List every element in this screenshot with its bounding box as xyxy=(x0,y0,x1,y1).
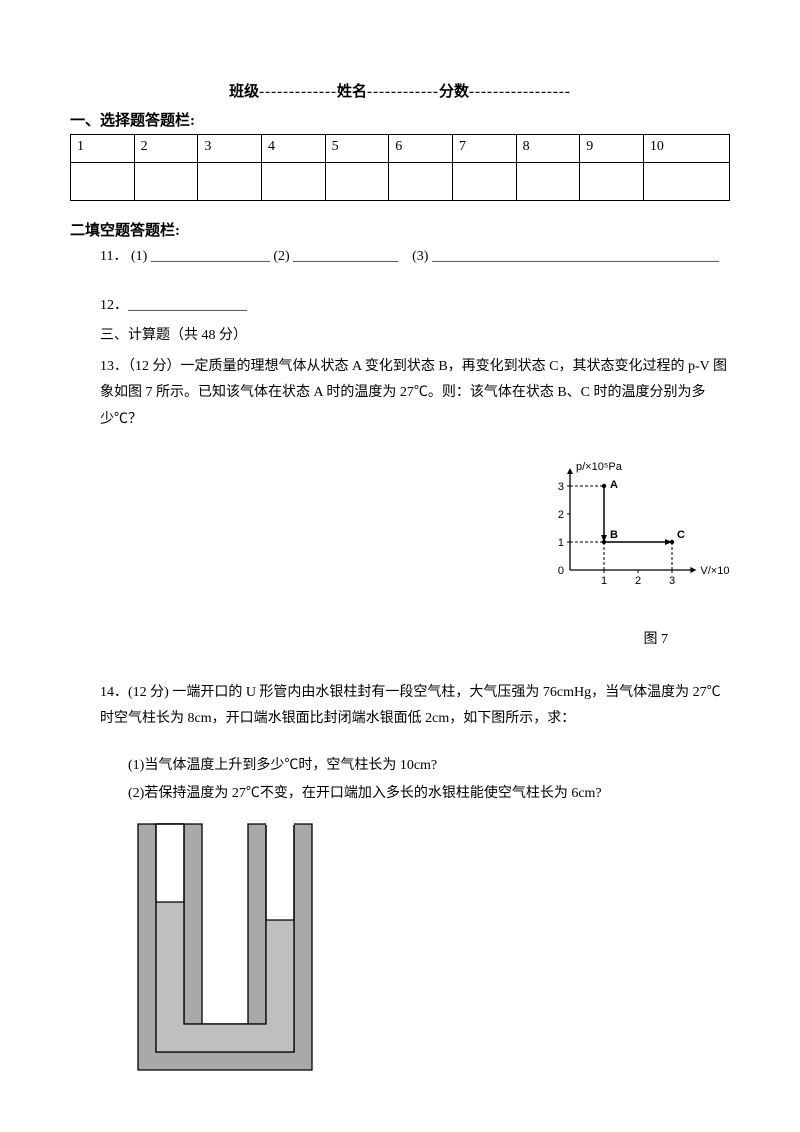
col-header: 6 xyxy=(389,135,453,163)
svg-text:3: 3 xyxy=(669,575,675,587)
score-label: 分数 xyxy=(439,84,469,100)
answer-table: 1 2 3 4 5 6 7 8 9 10 xyxy=(70,134,730,201)
q14-2: (2)若保持温度为 27℃不变，在开口端加入多长的水银柱能使空气柱长为 6cm? xyxy=(128,781,730,808)
col-header: 5 xyxy=(325,135,389,163)
q12-label: 12． xyxy=(100,298,128,313)
name-blank: ------------ xyxy=(367,84,439,100)
table-row: 1 2 3 4 5 6 7 8 9 10 xyxy=(71,135,730,163)
blank: _________________ xyxy=(128,298,247,313)
score-blank: ----------------- xyxy=(469,84,571,100)
svg-text:V/×10⁻³m³: V/×10⁻³m³ xyxy=(700,565,730,577)
header-line: 班级-------------姓名------------分数---------… xyxy=(70,80,730,101)
col-header: 1 xyxy=(71,135,135,163)
q11-p2: (2) xyxy=(273,249,289,264)
u-tube-diagram xyxy=(130,816,320,1078)
answer-cell xyxy=(261,163,325,201)
svg-text:2: 2 xyxy=(635,575,641,587)
name-label: 姓名 xyxy=(337,84,367,100)
q13-text: 13．（12 分）一定质量的理想气体从状态 A 变化到状态 B，再变化到状态 C… xyxy=(100,354,730,434)
pv-caption: 图 7 xyxy=(644,628,731,648)
q11-p1: (1) xyxy=(131,249,147,264)
col-header: 10 xyxy=(643,135,729,163)
table-row xyxy=(71,163,730,201)
answer-cell xyxy=(71,163,135,201)
q14-1: (1)当气体温度上升到多少℃时，空气柱长为 10cm? xyxy=(128,753,730,780)
q11-p3: (3) xyxy=(412,249,428,264)
col-header: 2 xyxy=(134,135,198,163)
section2-title: 二填空题答题栏: xyxy=(70,219,730,240)
q12-line: 12．_________________ xyxy=(100,293,730,320)
class-label: 班级 xyxy=(229,84,259,100)
svg-text:2: 2 xyxy=(558,509,564,521)
svg-text:1: 1 xyxy=(601,575,607,587)
col-header: 3 xyxy=(198,135,262,163)
col-header: 8 xyxy=(516,135,580,163)
col-header: 4 xyxy=(261,135,325,163)
svg-text:A: A xyxy=(610,479,618,491)
svg-text:C: C xyxy=(677,529,685,541)
answer-cell xyxy=(580,163,644,201)
answer-cell xyxy=(134,163,198,201)
section1-title: 一、选择题答题栏: xyxy=(70,109,730,130)
answer-cell xyxy=(452,163,516,201)
blank: _________________ xyxy=(151,249,270,264)
svg-text:p/×10⁵Pa: p/×10⁵Pa xyxy=(576,462,623,473)
section3-title: 三、计算题（共 48 分） xyxy=(100,323,730,350)
answer-cell xyxy=(325,163,389,201)
col-header: 9 xyxy=(580,135,644,163)
svg-text:1: 1 xyxy=(558,537,564,549)
answer-cell xyxy=(198,163,262,201)
class-blank: ------------- xyxy=(259,84,337,100)
col-header: 7 xyxy=(452,135,516,163)
q11-line: 11． (1) _________________ (2) __________… xyxy=(100,244,730,271)
blank: _______________ xyxy=(293,249,398,264)
blank: ________________________________________… xyxy=(432,249,719,264)
svg-text:3: 3 xyxy=(558,481,564,493)
answer-cell xyxy=(643,163,729,201)
svg-text:0: 0 xyxy=(558,565,564,577)
answer-cell xyxy=(389,163,453,201)
pv-chart: p/×10⁵Pa V/×10⁻³m³ 0 1 2 3 1 2 3 A B C xyxy=(540,462,730,592)
answer-cell xyxy=(516,163,580,201)
q11-label: 11． xyxy=(100,249,127,264)
svg-text:B: B xyxy=(610,529,618,541)
q14-intro: 14．(12 分) 一端开口的 U 形管内由水银柱封有一段空气柱，大气压强为 7… xyxy=(100,680,730,733)
